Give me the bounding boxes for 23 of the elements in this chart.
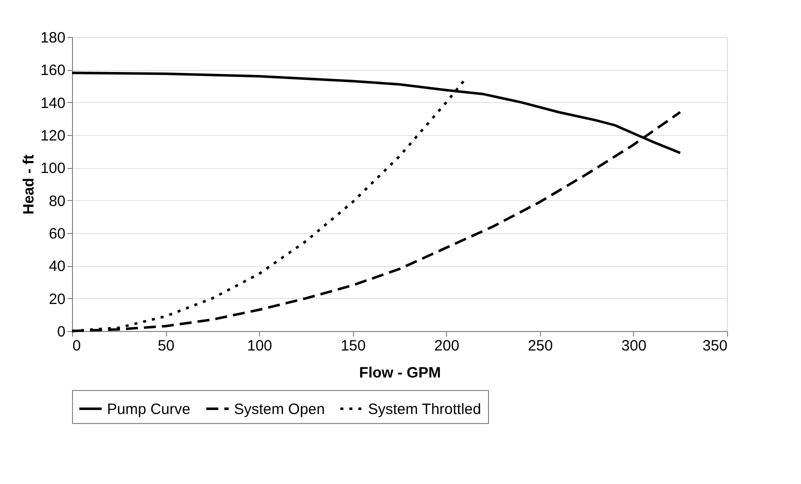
y-tick-label: 0 bbox=[57, 324, 66, 340]
y-tick-label: 80 bbox=[48, 192, 66, 210]
y-tick-label: 40 bbox=[48, 258, 66, 276]
y-tick-label: 20 bbox=[48, 290, 66, 308]
x-tick-label: 300 bbox=[621, 338, 646, 354]
x-axis-title: Flow - GPM bbox=[359, 364, 441, 382]
y-tick-label: 160 bbox=[40, 62, 66, 80]
legend-label: System Throttled bbox=[368, 400, 482, 418]
y-tick-label: 140 bbox=[40, 94, 66, 112]
legend-label: System Open bbox=[234, 400, 325, 418]
x-tick-label: 100 bbox=[247, 338, 272, 354]
x-tick-label: 200 bbox=[434, 338, 460, 354]
x-tick-label: 250 bbox=[528, 338, 553, 354]
y-tick-label: 180 bbox=[40, 30, 66, 46]
y-tick-label: 100 bbox=[40, 160, 66, 178]
y-axis-title: Head - ft bbox=[20, 154, 38, 214]
x-tick-label: 0 bbox=[72, 338, 81, 354]
x-tick-label: 50 bbox=[158, 338, 174, 354]
y-tick-label: 120 bbox=[40, 128, 66, 144]
y-tick-label: 60 bbox=[48, 226, 66, 242]
legend-label: Pump Curve bbox=[107, 400, 190, 418]
x-tick-label: 150 bbox=[340, 338, 366, 354]
x-tick-label: 350 bbox=[702, 338, 728, 354]
